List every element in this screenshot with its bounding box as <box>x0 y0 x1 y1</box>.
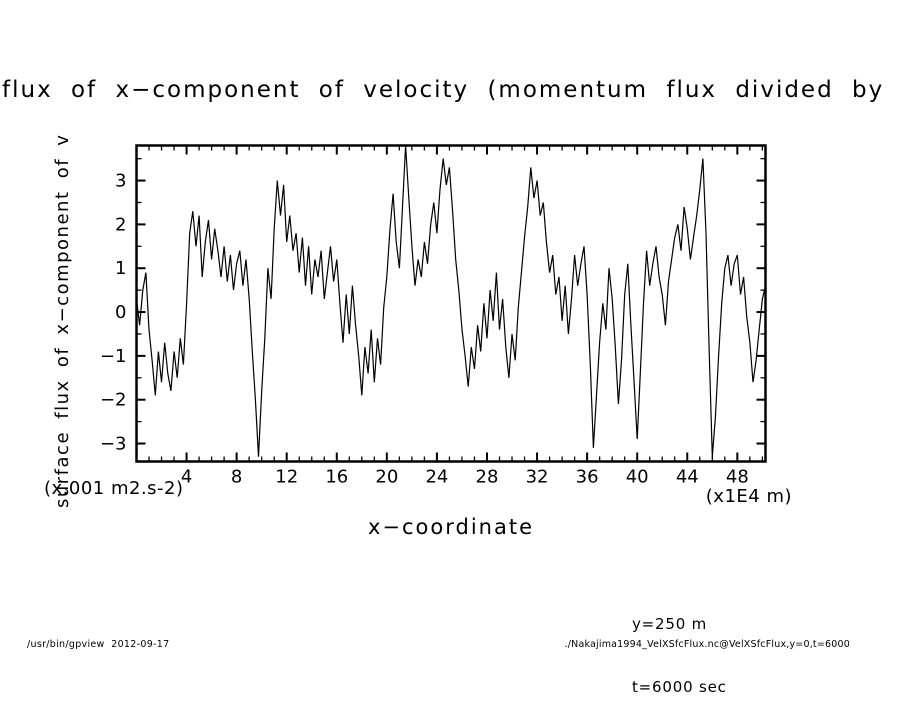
annotation-y: y=250 m <box>632 615 708 633</box>
series-line <box>135 145 767 457</box>
y-tick-label: −1 <box>100 346 127 367</box>
x-tick-label: 24 <box>425 467 448 488</box>
y-tick-label: 1 <box>115 258 126 279</box>
chart-title: flux of x−component of velocity (momentu… <box>2 77 885 103</box>
y-unit-label: (x.001 m2.s-2) <box>44 478 184 499</box>
x-tick-label: 8 <box>231 467 242 488</box>
x-unit-label: (x1E4 m) <box>705 486 792 507</box>
x-tick-label: 32 <box>526 467 549 488</box>
x-tick-label: 28 <box>476 467 499 488</box>
footer-file-text: ./Nakajima1994_VelXSfcFlux.nc@VelXSfcFlu… <box>564 639 850 650</box>
y-tick-label: 0 <box>115 302 126 323</box>
x-tick-label: 20 <box>375 467 398 488</box>
x-tick-label: 44 <box>676 467 699 488</box>
x-tick-label: 12 <box>275 467 298 488</box>
annotation-t: t=6000 sec <box>632 678 727 696</box>
y-tick-label: 2 <box>115 214 126 235</box>
x-tick-label: 36 <box>576 467 599 488</box>
x-tick-label: 16 <box>325 467 348 488</box>
y-tick-label: −3 <box>100 434 127 455</box>
gpview-plot-window: { "footer": { "left": "/usr/bin/gpview 2… <box>2 77 885 696</box>
footer-command-text: /usr/bin/gpview 2012-09-17 <box>27 639 170 650</box>
y-axis-label: surface flux of x−component of v <box>52 133 73 508</box>
x-tick-label: 4 <box>181 467 192 488</box>
x-tick-label: 40 <box>626 467 649 488</box>
x-tick-label: 48 <box>726 467 749 488</box>
x-axis-label: x−coordinate <box>367 515 535 539</box>
y-tick-label: 3 <box>115 171 126 192</box>
y-tick-label: −2 <box>100 390 127 411</box>
